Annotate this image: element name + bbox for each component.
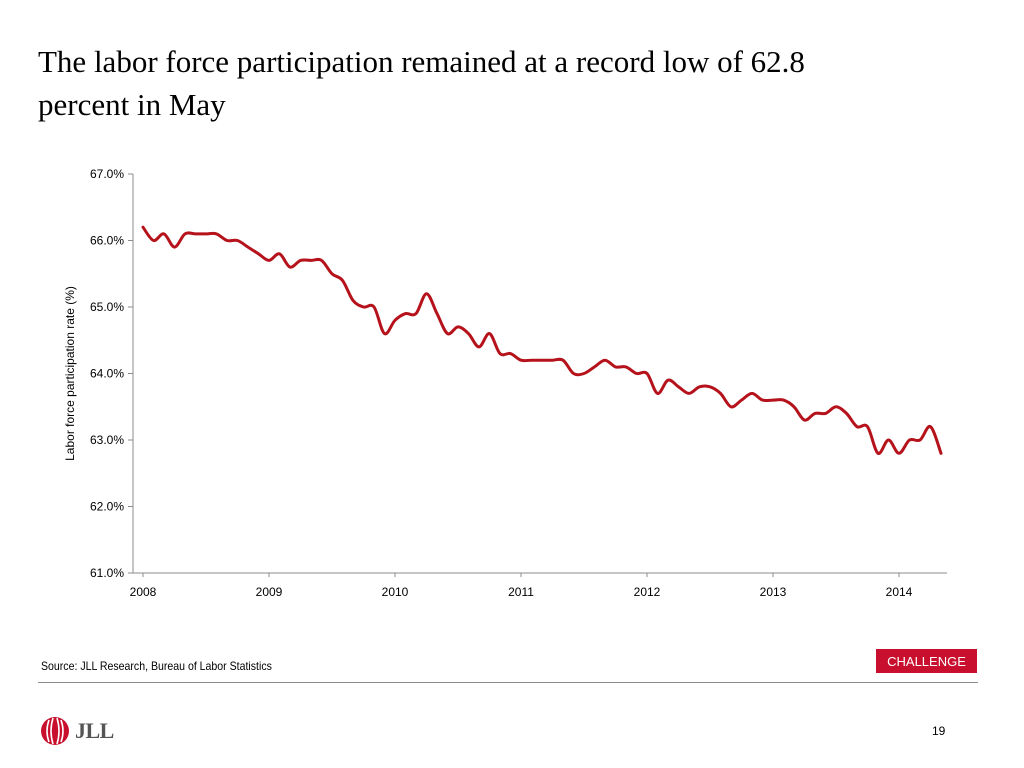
x-tick-label: 2010 xyxy=(382,585,409,599)
x-tick-label: 2008 xyxy=(130,585,157,599)
challenge-badge: CHALLENGE xyxy=(876,649,977,673)
y-tick-label: 67.0% xyxy=(90,167,124,181)
series-line xyxy=(141,225,943,455)
x-tick-label: 2011 xyxy=(508,585,534,599)
x-tick-label: 2009 xyxy=(256,585,283,599)
y-tick-label: 66.0% xyxy=(90,234,124,248)
source-note: Source: JLL Research, Bureau of Labor St… xyxy=(41,659,272,673)
y-tick-label: 61.0% xyxy=(90,566,124,580)
x-tick-label: 2013 xyxy=(760,585,787,599)
jll-logo: JLL xyxy=(40,716,114,746)
y-tick-label: 65.0% xyxy=(90,300,124,314)
page-title: The labor force participation remained a… xyxy=(38,40,988,126)
labor-force-chart: 67.0% 66.0% 65.0% 64.0% 63.0% 62.0% 61.0% 2008 2… xyxy=(63,167,947,599)
footer-divider xyxy=(38,682,978,683)
x-tick-label: 2012 xyxy=(634,585,661,599)
title-line-1: The labor force participation remained a… xyxy=(38,44,805,79)
title-line-2: percent in May xyxy=(38,87,226,122)
logo-text: JLL xyxy=(75,718,114,743)
y-axis-label: Labor force participation rate (%) xyxy=(63,286,77,461)
page-number: 19 xyxy=(932,724,946,738)
y-tick-label: 62.0% xyxy=(90,500,124,514)
y-tick-label: 63.0% xyxy=(90,433,124,447)
jll-logo-icon xyxy=(41,717,69,745)
x-tick-label: 2014 xyxy=(886,585,913,599)
y-tick-label: 64.0% xyxy=(90,367,124,381)
